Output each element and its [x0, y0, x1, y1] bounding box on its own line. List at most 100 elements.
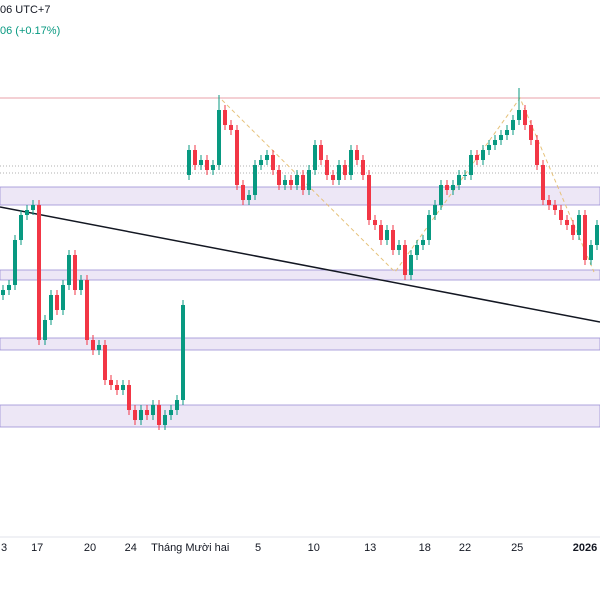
candle-body: [145, 410, 149, 415]
candle-body: [211, 165, 215, 170]
x-tick-label: 5: [255, 542, 261, 554]
trend-line: [0, 206, 600, 323]
candle-body: [229, 125, 233, 130]
candle-body: [181, 305, 185, 400]
candle-body: [283, 180, 287, 185]
candle-body: [199, 160, 203, 165]
candle-body: [1, 290, 5, 295]
candle-body: [469, 155, 473, 175]
candle-body: [379, 225, 383, 240]
candle-body: [589, 245, 593, 260]
candle-body: [163, 415, 167, 425]
x-tick-label: 3: [1, 542, 7, 554]
candle-body: [133, 410, 137, 420]
x-tick-label: 13: [364, 542, 376, 554]
candle-body: [247, 195, 251, 200]
zone: [0, 186, 600, 206]
candle-body: [235, 130, 239, 185]
zone: [0, 337, 600, 351]
candle-body: [535, 140, 539, 165]
candle-body: [559, 210, 563, 220]
candle-body: [457, 175, 461, 185]
candle-body: [277, 170, 281, 185]
candle-body: [127, 385, 131, 410]
candle-body: [109, 380, 113, 385]
candle-body: [373, 220, 377, 225]
candle-body: [493, 140, 497, 145]
candle-body: [355, 150, 359, 160]
candle-body: [25, 210, 29, 215]
candle-body: [397, 245, 401, 250]
candle-body: [481, 150, 485, 160]
candle-body: [427, 215, 431, 240]
candle-body: [361, 160, 365, 175]
candle-body: [451, 185, 455, 190]
candle-body: [265, 155, 269, 160]
candle-body: [439, 185, 443, 205]
candle-body: [571, 225, 575, 235]
candle-body: [193, 150, 197, 165]
x-tick-label: 24: [125, 542, 137, 554]
candle-body: [91, 340, 95, 350]
candle-body: [13, 240, 17, 285]
candle-body: [121, 385, 125, 390]
candle-body: [517, 110, 521, 120]
candle-body: [61, 285, 65, 310]
candle-body: [187, 150, 191, 175]
candle-body: [157, 405, 161, 425]
candle-body: [19, 215, 23, 240]
zone: [0, 404, 600, 428]
candle-body: [289, 180, 293, 185]
candle-body: [223, 110, 227, 125]
legend-change: 06 (+0.17%): [0, 25, 60, 37]
candle-body: [97, 345, 101, 350]
x-tick-label: 22: [459, 542, 471, 554]
x-tick-label: 18: [419, 542, 431, 554]
candle-body: [529, 125, 533, 140]
candle-body: [49, 295, 53, 320]
candle-body: [421, 240, 425, 245]
candle-body: [385, 230, 389, 240]
candle-body: [475, 155, 479, 160]
candle-body: [253, 165, 257, 195]
candle-body: [487, 145, 491, 150]
candle-body: [169, 410, 173, 415]
candle-body: [217, 110, 221, 165]
candle-body: [391, 230, 395, 250]
candle-body: [55, 295, 59, 310]
candle-body: [301, 175, 305, 190]
candle-body: [337, 165, 341, 180]
candle-body: [7, 285, 11, 290]
candle-body: [409, 255, 413, 275]
candle-body: [271, 155, 275, 170]
candle-body: [343, 165, 347, 175]
candle-body: [73, 255, 77, 290]
candle-body: [115, 385, 119, 390]
candle-body: [103, 345, 107, 380]
candle-body: [67, 255, 71, 285]
candle-body: [565, 220, 569, 225]
candle-body: [313, 145, 317, 170]
candle-body: [505, 130, 509, 135]
candle-body: [151, 405, 155, 415]
candle-body: [325, 160, 329, 175]
candle-body: [79, 280, 83, 290]
candle-body: [175, 400, 179, 410]
candle-body: [433, 205, 437, 215]
candle-body: [553, 205, 557, 210]
candle-body: [367, 175, 371, 220]
candle-body: [31, 205, 35, 210]
x-tick-label: 17: [31, 542, 43, 554]
candle-body: [463, 175, 467, 176]
candle-body: [511, 120, 515, 130]
candle-body: [583, 215, 587, 260]
candle-body: [577, 215, 581, 235]
candle-body: [319, 145, 323, 160]
x-tick-label: Tháng Mười hai: [151, 542, 229, 554]
candle-body: [259, 160, 263, 165]
x-tick-label: 10: [308, 542, 320, 554]
candle-body: [349, 150, 353, 175]
x-tick-label: 25: [511, 542, 523, 554]
candle-body: [499, 135, 503, 140]
